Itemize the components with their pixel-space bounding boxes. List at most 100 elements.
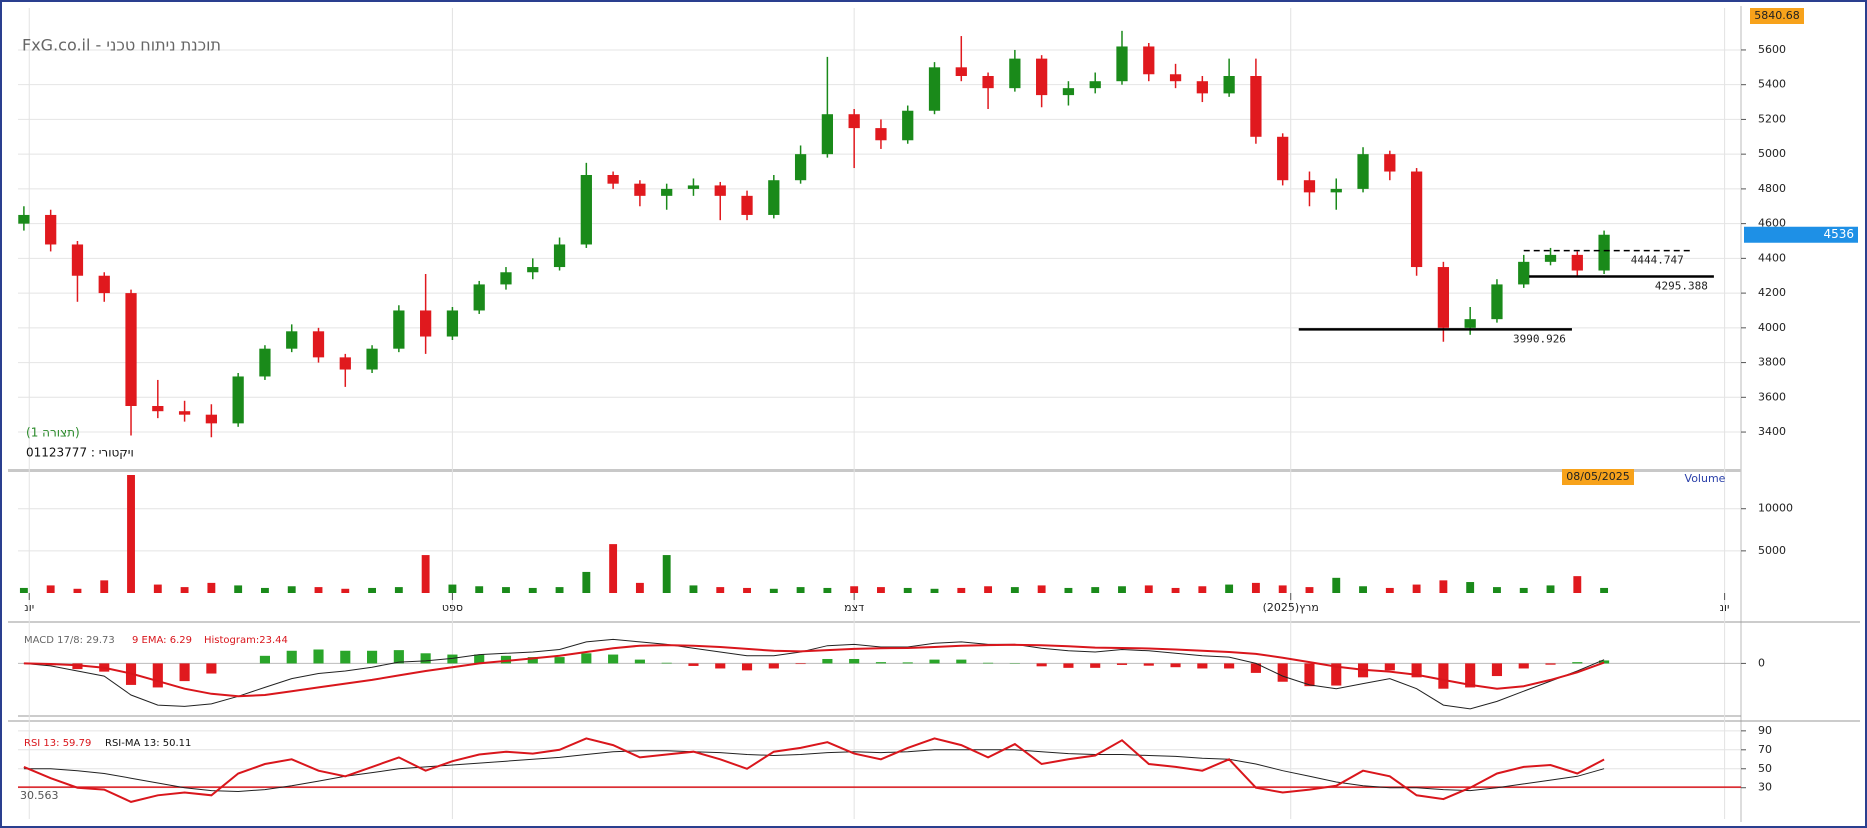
y-tick-label: 50 (1758, 762, 1772, 775)
candle-body (259, 348, 271, 377)
x-tick-label: מרץ(2025) (1263, 601, 1319, 614)
candle-body (634, 183, 646, 196)
y-tick-label: 5000 (1758, 544, 1786, 557)
cursor-date: 08/05/2025 (1566, 470, 1629, 483)
volume-bar (796, 587, 805, 593)
volume-bar (475, 586, 484, 593)
histogram-bar (420, 653, 431, 664)
candle-body (420, 310, 432, 337)
histogram-bar (768, 663, 779, 669)
candle-body (1491, 284, 1503, 320)
candle-body (1062, 88, 1075, 96)
candle-body (1036, 58, 1048, 96)
candle-body (1464, 319, 1476, 328)
volume-bar (1225, 584, 1234, 593)
legend-entry: Histogram:23.44 (204, 635, 288, 646)
histogram-bar (902, 662, 913, 664)
candle-body (982, 75, 994, 89)
y-tick-label: 10000 (1758, 502, 1793, 515)
last-price-label: 4536 (1823, 227, 1854, 241)
candle-body (1089, 81, 1101, 89)
candle-body (1330, 188, 1342, 193)
volume-bar (1412, 584, 1421, 593)
y-tick-label: 4000 (1758, 321, 1786, 334)
candle-body (1544, 254, 1557, 262)
candle-body (339, 357, 351, 370)
histogram-bar (1143, 663, 1154, 666)
axis-max-label: 5840.68 (1754, 9, 1800, 22)
histogram-bar (286, 650, 297, 664)
candle-body (553, 244, 566, 268)
volume-bar (850, 586, 859, 593)
x-tick-label: ספט (442, 601, 463, 614)
y-tick-label: 5400 (1758, 78, 1786, 91)
histogram-bar (1277, 663, 1288, 682)
rsi-line (23, 737, 1605, 803)
candle-body (232, 376, 244, 424)
volume-bar (769, 588, 778, 593)
candle-body (768, 180, 780, 215)
histogram-bar (875, 662, 887, 664)
volume-bar (689, 585, 698, 593)
candle-body (1169, 74, 1182, 82)
candle-body (1277, 136, 1289, 181)
candle-body (205, 414, 217, 424)
candle-body (1250, 75, 1262, 137)
candle-body (875, 128, 887, 141)
histogram-bar (983, 662, 994, 664)
volume-bar (1519, 587, 1528, 593)
volume-bar (1091, 587, 1100, 593)
histogram-bar (741, 663, 753, 671)
candle-body (955, 67, 967, 76)
volume-bar (1305, 587, 1314, 593)
histogram-bar (206, 663, 217, 674)
volume-bar (19, 587, 28, 593)
volume-bar (609, 544, 618, 593)
volume-bar (1251, 582, 1260, 593)
volume-bar (957, 587, 966, 593)
date-box (1562, 469, 1634, 485)
candle-body (928, 67, 941, 111)
x-tick-label: יונ (1720, 601, 1730, 614)
x-tick-label: דצמ (844, 601, 864, 614)
volume-bar (394, 587, 403, 593)
legend-entry: MACD 17/8: 29.73 (24, 635, 115, 646)
histogram-bar (1518, 663, 1529, 669)
histogram-bar (956, 659, 967, 664)
volume-bar (1171, 587, 1180, 593)
volume-bar (207, 582, 216, 593)
candle-body (794, 154, 807, 181)
candle-body (741, 195, 753, 215)
candle-body (607, 174, 619, 184)
candle-body (902, 110, 914, 141)
volume-bar (287, 586, 296, 593)
histogram-bar (393, 650, 404, 664)
histogram-bar (1384, 663, 1395, 671)
histogram-bar (527, 657, 538, 664)
volume-bar (877, 587, 885, 593)
histogram-bar (661, 662, 672, 664)
volume-bar (1439, 580, 1448, 593)
panel (23, 638, 1610, 710)
histogram-bar (1250, 663, 1261, 673)
volume-bar (823, 587, 832, 593)
volume-bar (153, 584, 162, 593)
histogram-bar (1036, 663, 1047, 667)
annotation: (תצורה 1) (26, 426, 80, 440)
histogram-bar (1170, 663, 1181, 668)
candle-body (1143, 46, 1155, 75)
legend-entry: RSI-MA 13: 50.11 (105, 738, 191, 749)
volume-bar (662, 555, 671, 593)
candle-body (1437, 267, 1450, 328)
volume-bar (1010, 587, 1019, 593)
candle-body (71, 244, 84, 276)
volume-bar (1600, 587, 1609, 593)
candle-body (178, 411, 191, 415)
signal-line (23, 643, 1605, 698)
candle-body (1009, 58, 1021, 89)
candle-body (18, 214, 30, 224)
candle-body (527, 267, 539, 273)
histogram-bar (447, 654, 458, 664)
histogram-bar (795, 663, 806, 665)
histogram-bar (1197, 663, 1208, 669)
